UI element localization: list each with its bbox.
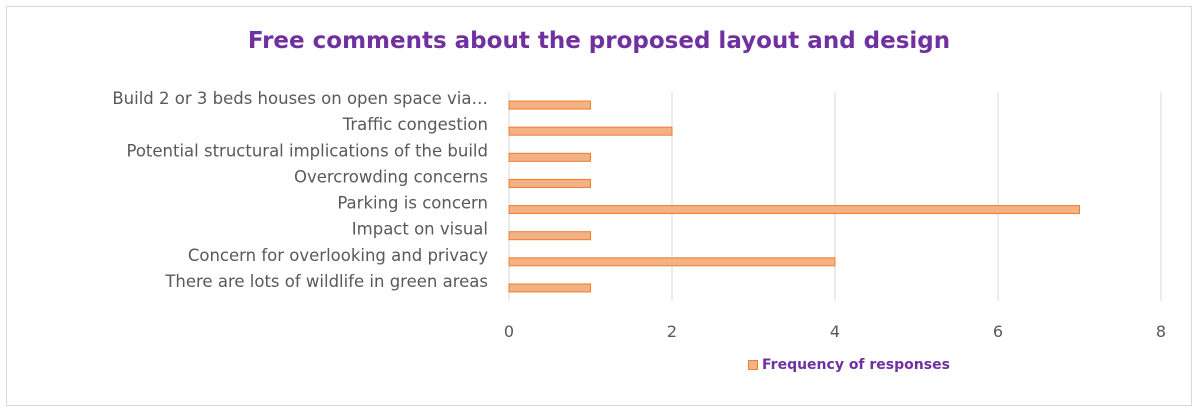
category-label: Concern for overlooking and privacy [188, 246, 488, 265]
x-tick-labels: 0 2 4 6 8 [504, 322, 1166, 341]
x-tick-label: 6 [993, 322, 1003, 341]
bar [508, 100, 591, 110]
legend-label: Frequency of responses [762, 357, 950, 373]
category-label: There are lots of wildlife in green area… [164, 272, 488, 291]
bar [508, 126, 673, 136]
category-labels: Build 2 or 3 beds houses on open space v… [112, 89, 488, 291]
category-label: Potential structural implications of the… [126, 141, 488, 160]
x-tick-label: 4 [830, 322, 840, 341]
legend-swatch [748, 360, 758, 370]
category-label: Impact on visual [352, 220, 488, 239]
x-tick-label: 8 [1156, 322, 1166, 341]
bar [508, 257, 836, 267]
x-tick-label: 0 [504, 322, 514, 341]
legend: Frequency of responses [748, 357, 950, 373]
bar [508, 283, 591, 293]
category-label: Build 2 or 3 beds houses on open space v… [112, 89, 488, 108]
x-tick-label: 2 [667, 322, 677, 341]
bar [508, 231, 591, 241]
bars [508, 100, 1080, 293]
category-label: Overcrowding concerns [294, 167, 488, 186]
bar [508, 152, 591, 162]
bar [508, 178, 591, 188]
category-label: Parking is concern [337, 194, 488, 213]
bar [508, 205, 1080, 215]
chart-title: Free comments about the proposed layout … [247, 28, 951, 54]
category-label: Traffic congestion [342, 115, 488, 134]
gridlines [508, 92, 1162, 301]
